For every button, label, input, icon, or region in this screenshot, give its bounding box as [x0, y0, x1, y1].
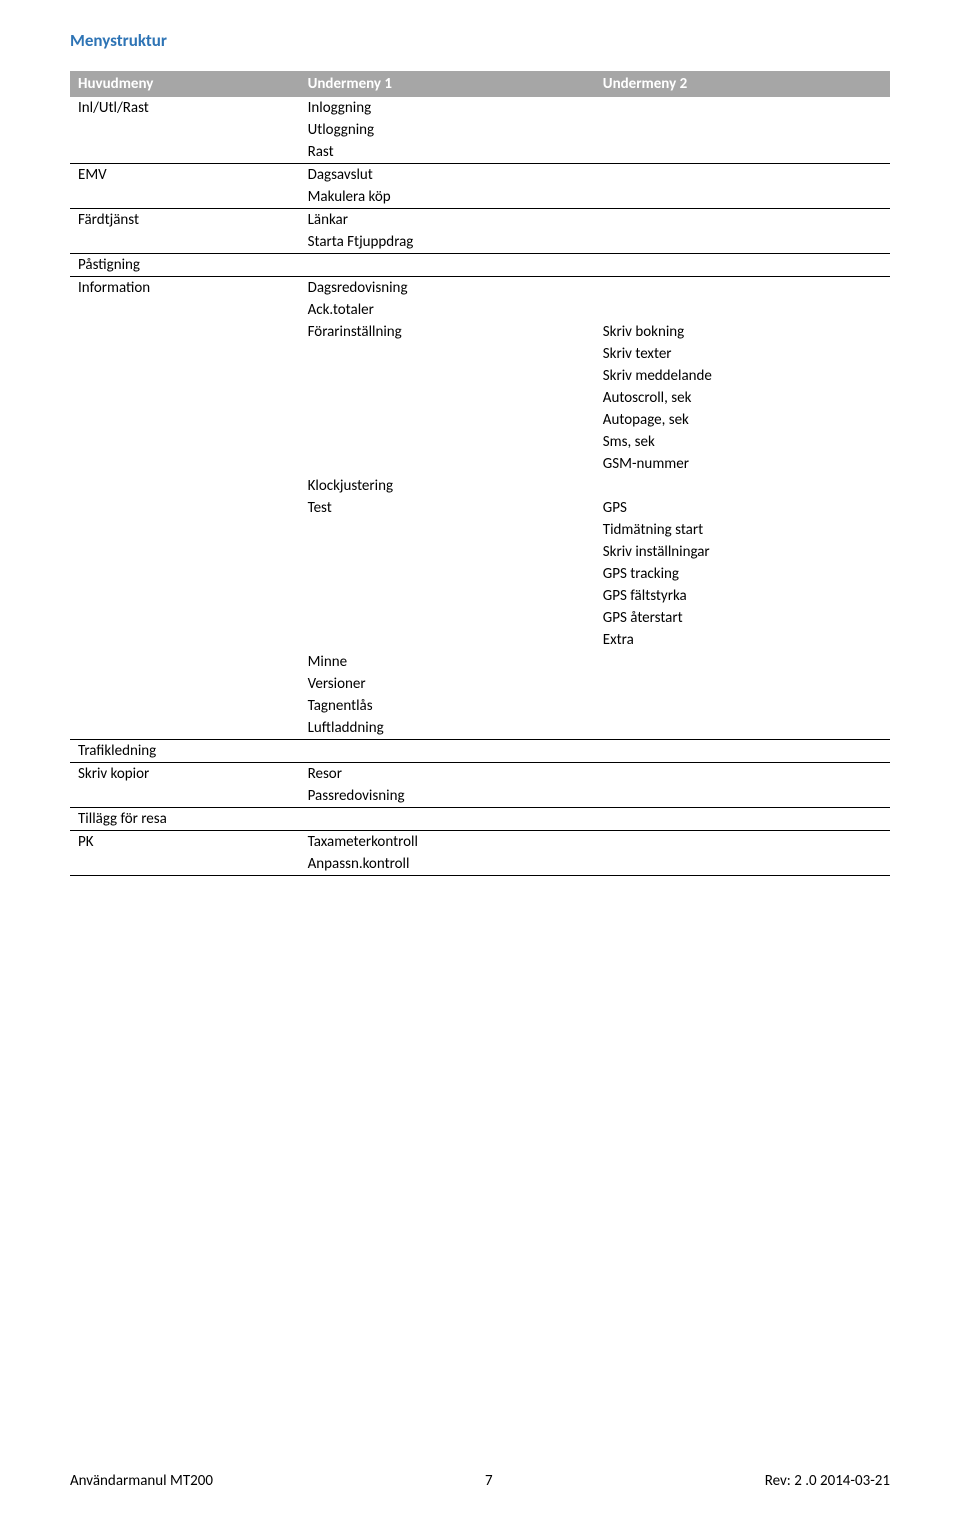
- cell-undermeny1: Rast: [300, 141, 595, 163]
- footer-left: Användarmanul MT200: [70, 1472, 213, 1490]
- table-row: GSM-nummer: [70, 453, 890, 475]
- table-row: Skriv kopior Resor: [70, 763, 890, 786]
- section-title: Menystruktur: [70, 30, 890, 51]
- cell-undermeny1: Minne: [300, 651, 595, 673]
- table-row: Tillägg för resa: [70, 808, 890, 831]
- col-header-huvudmeny: Huvudmeny: [70, 71, 300, 97]
- cell-undermeny2: Skriv meddelande: [595, 365, 890, 387]
- cell-huvudmeny: Tillägg för resa: [70, 808, 300, 831]
- table-row: Inl/Utl/Rast Inloggning: [70, 97, 890, 119]
- cell-undermeny1: Versioner: [300, 673, 595, 695]
- cell-huvudmeny: EMV: [70, 164, 300, 187]
- cell-undermeny1: Förarinställning: [300, 321, 595, 343]
- table-row: Utloggning: [70, 119, 890, 141]
- cell-undermeny2: GPS fältstyrka: [595, 585, 890, 607]
- table-row: Ack.totaler: [70, 299, 890, 321]
- table-row: Passredovisning: [70, 785, 890, 807]
- cell-undermeny1: Tagnentlås: [300, 695, 595, 717]
- menu-structure-table: Huvudmeny Undermeny 1 Undermeny 2 Inl/Ut…: [70, 71, 890, 876]
- footer-revision: Rev: 2 .0 2014-03-21: [765, 1472, 890, 1490]
- cell-undermeny1: Makulera köp: [300, 186, 595, 208]
- cell-undermeny1: Dagsavslut: [300, 164, 595, 187]
- row-separator: [70, 875, 890, 876]
- table-row: Test GPS: [70, 497, 890, 519]
- cell-huvudmeny: Information: [70, 277, 300, 300]
- cell-huvudmeny: Påstigning: [70, 254, 300, 277]
- cell-undermeny2: Extra: [595, 629, 890, 651]
- cell-undermeny2: [595, 97, 890, 119]
- cell-undermeny1: Resor: [300, 763, 595, 786]
- table-row: Starta Ftjuppdrag: [70, 231, 890, 253]
- table-row: Skriv texter: [70, 343, 890, 365]
- table-row: Färdtjänst Länkar: [70, 209, 890, 232]
- table-row: Luftladdning: [70, 717, 890, 739]
- col-header-undermeny1: Undermeny 1: [300, 71, 595, 97]
- table-row: Versioner: [70, 673, 890, 695]
- table-row: GPS återstart: [70, 607, 890, 629]
- table-row: GPS fältstyrka: [70, 585, 890, 607]
- table-row: Autopage, sek: [70, 409, 890, 431]
- cell-undermeny1: Länkar: [300, 209, 595, 232]
- cell-undermeny1: Dagsredovisning: [300, 277, 595, 300]
- cell-huvudmeny: PK: [70, 831, 300, 854]
- table-row: Skriv inställningar: [70, 541, 890, 563]
- table-row: Autoscroll, sek: [70, 387, 890, 409]
- table-row: Skriv meddelande: [70, 365, 890, 387]
- cell-undermeny1: Luftladdning: [300, 717, 595, 739]
- cell-undermeny2: GSM-nummer: [595, 453, 890, 475]
- table-row: Information Dagsredovisning: [70, 277, 890, 300]
- cell-undermeny2: Skriv bokning: [595, 321, 890, 343]
- table-row: EMV Dagsavslut: [70, 164, 890, 187]
- cell-undermeny1: Inloggning: [300, 97, 595, 119]
- table-row: Minne: [70, 651, 890, 673]
- table-row: Förarinställning Skriv bokning: [70, 321, 890, 343]
- table-row: Påstigning: [70, 254, 890, 277]
- table-row: Trafikledning: [70, 740, 890, 763]
- cell-undermeny1: Test: [300, 497, 595, 519]
- cell-undermeny2: Autopage, sek: [595, 409, 890, 431]
- cell-undermeny1: Utloggning: [300, 119, 595, 141]
- table-header-row: Huvudmeny Undermeny 1 Undermeny 2: [70, 71, 890, 97]
- cell-undermeny2: GPS tracking: [595, 563, 890, 585]
- cell-undermeny1: Passredovisning: [300, 785, 595, 807]
- table-row: Klockjustering: [70, 475, 890, 497]
- col-header-undermeny2: Undermeny 2: [595, 71, 890, 97]
- cell-undermeny2: Skriv inställningar: [595, 541, 890, 563]
- cell-huvudmeny: Skriv kopior: [70, 763, 300, 786]
- cell-undermeny2: Tidmätning start: [595, 519, 890, 541]
- cell-undermeny2: Sms, sek: [595, 431, 890, 453]
- cell-undermeny2: Skriv texter: [595, 343, 890, 365]
- table-row: Sms, sek: [70, 431, 890, 453]
- cell-undermeny2: GPS: [595, 497, 890, 519]
- cell-huvudmeny: Färdtjänst: [70, 209, 300, 232]
- cell-huvudmeny: Inl/Utl/Rast: [70, 97, 300, 119]
- table-row: Tidmätning start: [70, 519, 890, 541]
- cell-undermeny1: Ack.totaler: [300, 299, 595, 321]
- cell-undermeny1: Anpassn.kontroll: [300, 853, 595, 875]
- table-row: Rast: [70, 141, 890, 163]
- table-row: Makulera köp: [70, 186, 890, 208]
- cell-undermeny1: Klockjustering: [300, 475, 595, 497]
- cell-undermeny2: Autoscroll, sek: [595, 387, 890, 409]
- cell-undermeny2: GPS återstart: [595, 607, 890, 629]
- cell-undermeny1: Taxameterkontroll: [300, 831, 595, 854]
- page-footer: Användarmanul MT200 7 Rev: 2 .0 2014-03-…: [70, 1472, 890, 1490]
- table-row: Tagnentlås: [70, 695, 890, 717]
- footer-page-number: 7: [485, 1472, 493, 1490]
- cell-huvudmeny: Trafikledning: [70, 740, 300, 763]
- table-row: GPS tracking: [70, 563, 890, 585]
- table-row: Anpassn.kontroll: [70, 853, 890, 875]
- table-row: PK Taxameterkontroll: [70, 831, 890, 854]
- table-row: Extra: [70, 629, 890, 651]
- cell-undermeny1: Starta Ftjuppdrag: [300, 231, 595, 253]
